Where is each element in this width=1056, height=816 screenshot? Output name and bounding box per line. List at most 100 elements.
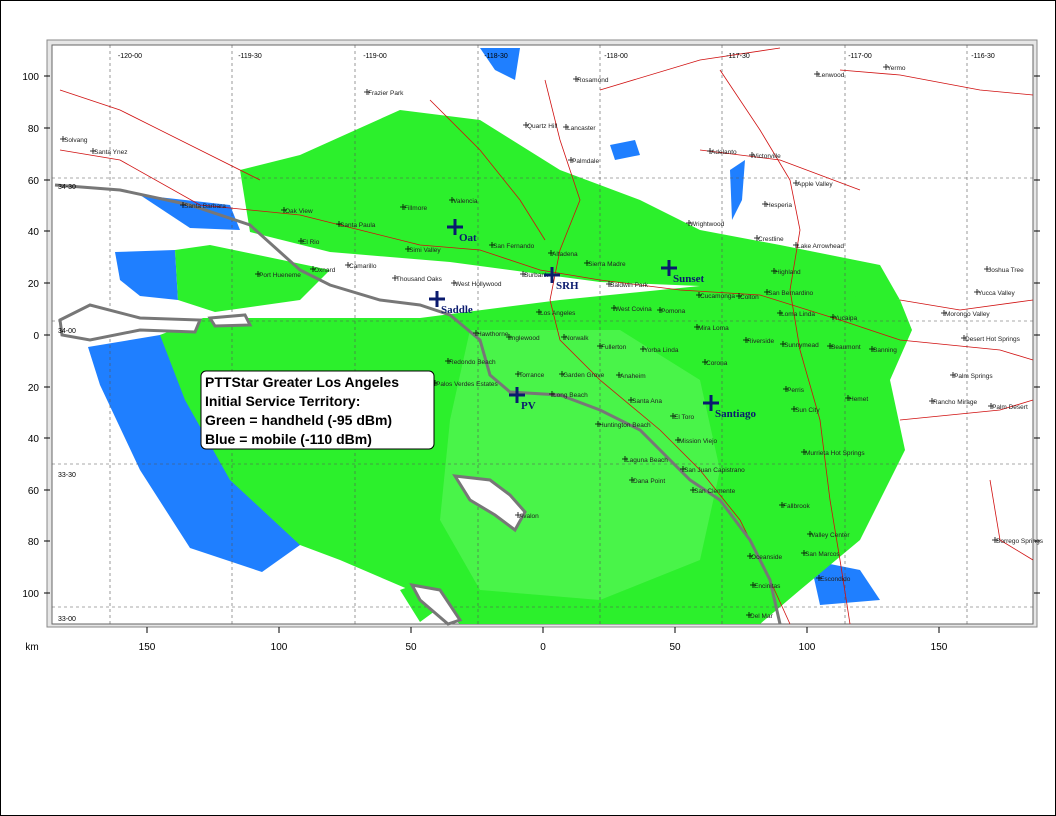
- place-label: Adelanto: [711, 149, 737, 156]
- y-axis-label: 0: [33, 331, 39, 342]
- place-marker: [801, 449, 807, 455]
- place-label: Quartz Hill: [527, 123, 558, 130]
- place-label: Mission Viejo: [679, 438, 718, 445]
- place-marker: [830, 314, 836, 320]
- longitude-label: -118-00: [604, 53, 628, 60]
- x-axis-label: 50: [669, 642, 681, 653]
- place-marker: [364, 89, 370, 95]
- place-marker: [845, 395, 851, 401]
- x-axis-label: 50: [405, 642, 417, 653]
- place-marker: [791, 406, 797, 412]
- place-label: Lenwood: [818, 72, 845, 79]
- place-label: Avalon: [519, 513, 539, 520]
- place-marker: [445, 358, 451, 364]
- place-marker: [702, 359, 708, 365]
- place-label: San Marcos: [805, 551, 840, 558]
- site-marker: [703, 395, 719, 411]
- place-marker: [90, 148, 96, 154]
- place-marker: [793, 242, 799, 248]
- islands: [58, 303, 527, 626]
- place-marker: [801, 550, 807, 556]
- place-label: Port Hueneme: [259, 272, 301, 279]
- latitude-label: 33-30: [58, 472, 76, 479]
- place-label: Los Angeles: [540, 310, 576, 317]
- place-label: Victorville: [753, 153, 781, 160]
- place-marker: [762, 201, 768, 207]
- place-label: Lake Arrowhead: [797, 243, 844, 250]
- legend-box: [200, 370, 435, 450]
- place-marker: [628, 397, 634, 403]
- place-marker: [584, 260, 590, 266]
- longitude-label: -116-30: [971, 53, 995, 60]
- place-marker: [536, 309, 542, 315]
- place-marker: [563, 124, 569, 130]
- place-marker: [675, 437, 681, 443]
- site-label: Oat: [459, 232, 477, 244]
- place-marker: [629, 477, 635, 483]
- place-marker: [568, 157, 574, 163]
- longitude-label: -118-30: [484, 53, 508, 60]
- y-axis-label: 40: [28, 434, 40, 445]
- place-marker: [345, 262, 351, 268]
- place-label: Rancho Mirage: [933, 399, 977, 406]
- place-label: Santa Ana: [632, 398, 662, 405]
- place-label: Hemet: [849, 396, 868, 403]
- place-marker: [520, 271, 526, 277]
- longitude-label: -117-00: [848, 53, 872, 60]
- handheld-coverage: [440, 330, 720, 600]
- place-label: Burbank: [524, 272, 549, 279]
- place-marker: [616, 372, 622, 378]
- place-label: Hesperia: [766, 202, 792, 209]
- place-label: Inglewood: [510, 335, 540, 342]
- x-axis-label: 100: [799, 642, 816, 653]
- legend-line: Initial Service Territory:: [205, 393, 360, 409]
- place-label: Santa Barbara: [184, 203, 226, 210]
- place-label: Santa Paula: [340, 222, 376, 229]
- place-marker: [281, 207, 287, 213]
- place-label: Pomona: [661, 308, 686, 315]
- place-marker: [777, 310, 783, 316]
- place-label: San Bernardino: [768, 290, 814, 297]
- place-marker: [807, 531, 813, 537]
- place-marker: [611, 305, 617, 311]
- place-marker: [771, 268, 777, 274]
- place-label: Murrieta Hot Springs: [805, 450, 865, 457]
- site-marker: [544, 267, 560, 283]
- place-marker: [523, 122, 529, 128]
- roads: [59, 47, 1034, 625]
- place-marker: [515, 512, 521, 518]
- place-label: Apple Valley: [797, 181, 833, 188]
- place-marker: [814, 71, 820, 77]
- place-label: Norwalk: [565, 335, 589, 342]
- place-marker: [559, 371, 565, 377]
- mobile-coverage: [730, 160, 745, 220]
- place-marker: [696, 292, 702, 298]
- place-label: Oceanside: [751, 554, 782, 561]
- site-label: Santiago: [715, 408, 756, 420]
- place-marker: [827, 343, 833, 349]
- place-marker: [869, 346, 875, 352]
- place-label: Lancaster: [567, 125, 596, 132]
- place-marker: [783, 386, 789, 392]
- place-label: Long Beach: [553, 392, 588, 399]
- handheld-coverage: [175, 245, 330, 312]
- place-marker: [255, 271, 261, 277]
- y-axis-label: 20: [28, 279, 40, 290]
- mobile-coverage: [810, 560, 880, 605]
- place-label: Perris: [787, 387, 805, 394]
- place-label: Beaumont: [831, 344, 861, 351]
- place-marker: [764, 289, 770, 295]
- place-label: Palos Verdes Estates: [436, 381, 499, 388]
- place-label: Fullerton: [601, 344, 627, 351]
- x-axis-label: 150: [931, 642, 948, 653]
- place-marker: [597, 343, 603, 349]
- latitude-label: 34-00: [58, 328, 76, 335]
- legend-line: Blue = mobile (-110 dBm): [205, 431, 372, 447]
- legend-line: PTTStar Greater Los Angeles: [205, 374, 399, 390]
- place-marker: [549, 391, 555, 397]
- site-marker: [661, 260, 677, 276]
- coastline: [54, 183, 782, 625]
- place-label: Loma Linda: [781, 311, 815, 318]
- place-label: Camarillo: [349, 263, 377, 270]
- place-label: Dana Point: [633, 478, 665, 485]
